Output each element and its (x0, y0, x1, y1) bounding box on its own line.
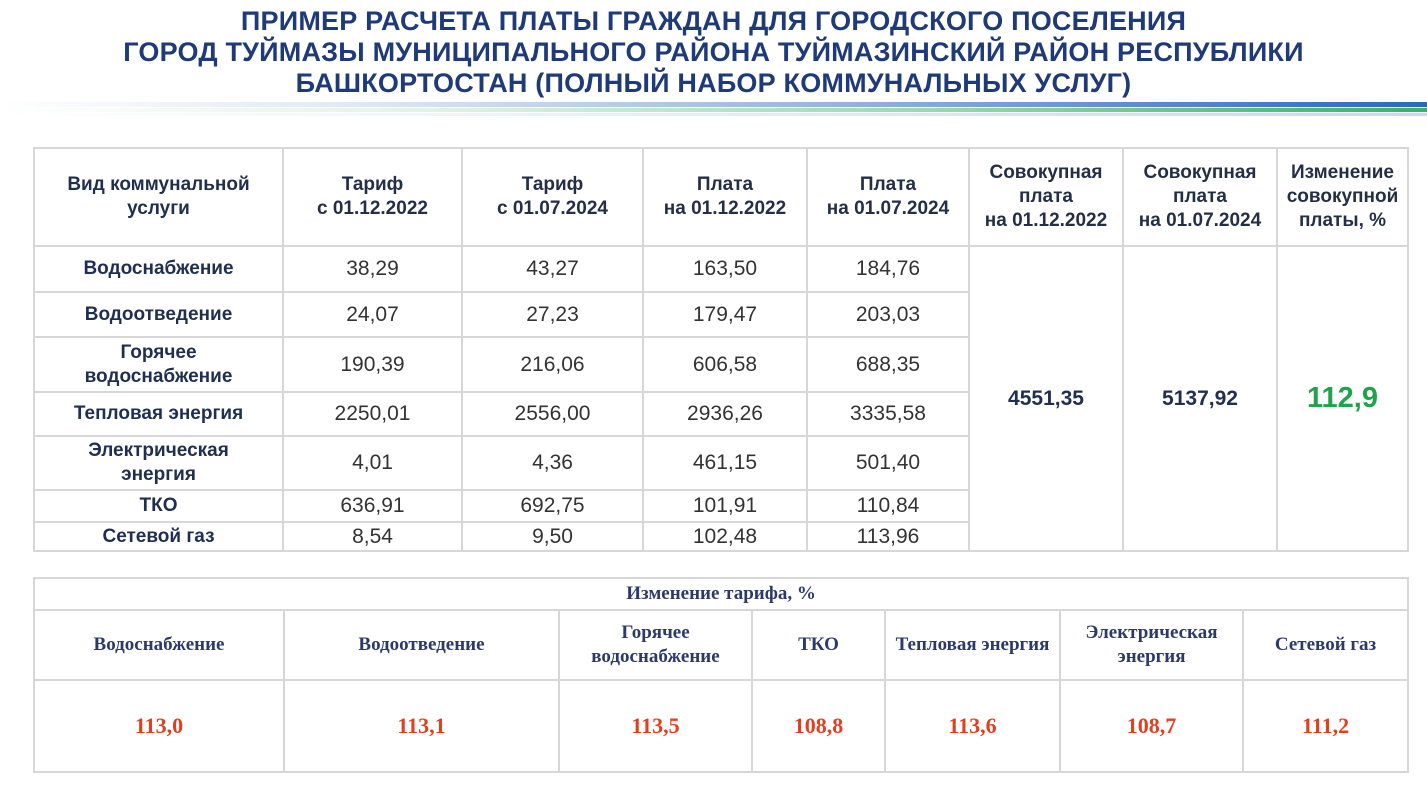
pay-2024-cell: 110,84 (806, 489, 970, 523)
pay-2024-cell: 688,35 (806, 336, 970, 393)
page-title: ПРИМЕР РАСЧЕТА ПЛАТЫ ГРАЖДАН ДЛЯ ГОРОДСК… (0, 6, 1427, 99)
aggregate-2024-value: 5137,92 (1122, 245, 1278, 552)
service-name: Водоотведение (33, 291, 284, 338)
pay-2022-cell: 101,91 (642, 489, 808, 523)
tariff-2022-cell: 8,54 (282, 521, 463, 552)
tariff-2022-cell: 24,07 (282, 291, 463, 338)
aggregate-2022-value: 4551,35 (968, 245, 1124, 552)
table-row: Водоотведение 24,07 27,23 179,47 203,03 (33, 291, 1408, 338)
pay-2022-cell: 2936,26 (642, 391, 808, 437)
tariff-2022-cell: 4,01 (282, 435, 463, 491)
header-tariff-2024: Тариф с 01.07.2024 (461, 147, 644, 247)
tariff-change-table: Изменение тарифа, % Водоснабжение Водоот… (32, 577, 1410, 773)
pay-2022-cell: 461,15 (642, 435, 808, 491)
tariff-change-caption-row: Изменение тарифа, % (32, 577, 1410, 611)
header-aggregate-2022: Совокупная плата на 01.12.2022 (968, 147, 1124, 247)
header-aggregate-change: Изменение совокупной платы, % (1276, 147, 1409, 247)
pay-2024-cell: 3335,58 (806, 391, 970, 437)
green-stripe (0, 108, 1427, 112)
pay-2024-cell: 203,03 (806, 291, 970, 338)
tariff-change-value: 111,2 (1241, 679, 1410, 773)
tariff-change-value: 108,7 (1059, 679, 1244, 773)
table-row: Сетевой газ 8,54 9,50 102,48 113,96 (33, 521, 1408, 552)
title-line-3: БАШКОРТОСТАН (ПОЛНЫЙ НАБОР КОММУНАЛЬНЫХ … (295, 68, 1132, 98)
tariff-change-value: 113,6 (884, 679, 1061, 773)
pay-2022-cell: 102,48 (642, 521, 808, 552)
pay-2022-cell: 606,58 (642, 336, 808, 393)
tariff-2022-cell: 38,29 (282, 245, 463, 293)
tariff-change-header: Горячее водоснабжение (558, 609, 753, 681)
table-row: ТКО 636,91 692,75 101,91 110,84 (33, 489, 1408, 523)
table-header-row: Вид коммунальной услуги Тариф с 01.12.2022… (33, 147, 1409, 247)
title-line-1: ПРИМЕР РАСЧЕТА ПЛАТЫ ГРАЖДАН ДЛЯ ГОРОДСК… (240, 6, 1187, 36)
table-row: Тепловая энергия 2250,01 2556,00 2936,26… (33, 391, 1408, 437)
header-tariff-2022: Тариф с 01.12.2022 (282, 147, 463, 247)
table-row: Горячее водоснабжение 190,39 216,06 606,5… (33, 336, 1408, 393)
service-name: ТКО (33, 489, 284, 523)
tariff-2024-cell: 27,23 (461, 291, 644, 338)
tariff-change-header: Тепловая энергия (884, 609, 1061, 681)
service-name: Электрическая энергия (33, 435, 284, 491)
aggregate-change-value: 112,9 (1276, 245, 1409, 552)
header-pay-2022: Плата на 01.12.2022 (642, 147, 808, 247)
tariff-change-value: 113,0 (33, 679, 285, 773)
tariff-2022-cell: 2250,01 (282, 391, 463, 437)
tariff-change-header: Электрическая энергия (1059, 609, 1244, 681)
tariff-2024-cell: 2556,00 (461, 391, 644, 437)
light-stripe (0, 113, 1427, 116)
tariff-2022-cell: 636,91 (282, 489, 463, 523)
service-name: Водоснабжение (33, 245, 284, 293)
tariff-change-value: 113,1 (283, 679, 560, 773)
tariff-change-caption: Изменение тарифа, % (32, 577, 1410, 611)
tariff-change-header: Водоотведение (283, 609, 560, 681)
pay-2024-cell: 184,76 (806, 245, 970, 293)
tariff-change-header: ТКО (751, 609, 886, 681)
header-pay-2024: Плата на 01.07.2024 (806, 147, 970, 247)
pay-2024-cell: 501,40 (806, 435, 970, 491)
tariff-change-value-row: 113,0 113,1 113,5 108,8 113,6 108,7 111,… (33, 679, 1410, 773)
utility-payment-table: Вид коммунальной услуги Тариф с 01.12.2022… (33, 147, 1409, 552)
tariff-change-value: 108,8 (751, 679, 886, 773)
header-aggregate-2024: Совокупная плата на 01.07.2024 (1122, 147, 1278, 247)
blue-stripe (0, 102, 1427, 107)
pay-2022-cell: 163,50 (642, 245, 808, 293)
tariff-2024-cell: 43,27 (461, 245, 644, 293)
table-row: Электрическая энергия 4,01 4,36 461,15 50… (33, 435, 1408, 491)
table-row: Водоснабжение 38,29 43,27 163,50 184,76 … (33, 245, 1409, 552)
decorative-stripe-band (0, 102, 1427, 120)
service-name: Горячее водоснабжение (33, 336, 284, 393)
tariff-change-value: 113,5 (558, 679, 753, 773)
tariff-change-header-row: Водоснабжение Водоотведение Горячее водос… (33, 609, 1410, 681)
header-service: Вид коммунальной услуги (33, 147, 284, 247)
tariff-2024-cell: 9,50 (461, 521, 644, 552)
service-name: Сетевой газ (33, 521, 284, 552)
pay-2024-cell: 113,96 (806, 521, 970, 552)
tariff-change-header: Водоснабжение (33, 609, 285, 681)
service-name: Тепловая энергия (33, 391, 284, 437)
tariff-2024-cell: 692,75 (461, 489, 644, 523)
tariff-2022-cell: 190,39 (282, 336, 463, 393)
tariff-change-header: Сетевой газ (1241, 609, 1410, 681)
tariff-2024-cell: 4,36 (461, 435, 644, 491)
tariff-2024-cell: 216,06 (461, 336, 644, 393)
title-line-2: ГОРОД ТУЙМАЗЫ МУНИЦИПАЛЬНОГО РАЙОНА ТУЙМ… (123, 37, 1304, 67)
pay-2022-cell: 179,47 (642, 291, 808, 338)
